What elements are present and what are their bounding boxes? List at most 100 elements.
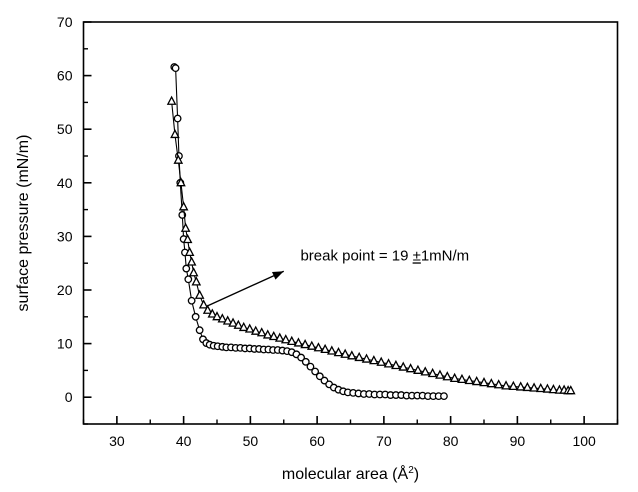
marker-triangle bbox=[383, 358, 394, 368]
x-tick-label: 50 bbox=[243, 433, 259, 449]
marker-triangle bbox=[471, 375, 482, 386]
marker-triangle bbox=[244, 323, 255, 333]
marker-triangle bbox=[320, 343, 330, 354]
marker-triangle bbox=[194, 289, 205, 299]
marker-circle bbox=[191, 312, 200, 321]
tick-labels-group: 30 40 50 60 70 80 90 100 0 10 20 30 40 50 60 70 bbox=[57, 14, 596, 449]
marker-triangle bbox=[212, 311, 222, 321]
marker-triangle bbox=[420, 366, 431, 376]
marker-triangle bbox=[173, 154, 184, 164]
marker-circle bbox=[306, 362, 315, 371]
marker-triangle bbox=[268, 330, 279, 341]
annot-text-before: break point = 19 bbox=[300, 248, 412, 265]
marker-triangle bbox=[166, 95, 177, 105]
marker-triangle bbox=[180, 222, 191, 232]
y-tick-label: 20 bbox=[57, 282, 73, 298]
marker-triangle bbox=[217, 313, 228, 323]
marker-triangle bbox=[313, 342, 324, 352]
x-tick-label: 60 bbox=[309, 433, 325, 449]
marker-triangle bbox=[186, 256, 197, 266]
marker-triangle bbox=[233, 319, 244, 329]
marker-triangle bbox=[286, 335, 297, 346]
marker-triangle bbox=[515, 381, 526, 391]
x-tick-label: 80 bbox=[443, 433, 459, 449]
marker-triangle bbox=[457, 373, 467, 384]
marker-triangle bbox=[548, 384, 559, 394]
y-tick-label: 0 bbox=[65, 389, 73, 405]
marker-triangle bbox=[300, 338, 310, 349]
marker-triangle bbox=[361, 353, 372, 363]
marker-circle bbox=[315, 372, 324, 381]
marker-circle bbox=[171, 64, 180, 72]
x-tick-label: 90 bbox=[510, 433, 526, 449]
x-title-close: ) bbox=[414, 466, 419, 483]
y-tick-label: 70 bbox=[57, 14, 73, 30]
marker-triangle bbox=[405, 363, 416, 373]
marker-triangle bbox=[326, 345, 337, 355]
marker-triangle bbox=[529, 382, 539, 392]
marker-triangle bbox=[280, 334, 291, 344]
marker-triangle bbox=[274, 332, 285, 342]
marker-circle bbox=[182, 264, 191, 273]
marker-triangle bbox=[486, 378, 497, 388]
marker-triangle bbox=[391, 359, 401, 370]
marker-triangle bbox=[508, 380, 519, 391]
marker-triangle bbox=[501, 380, 511, 390]
marker-triangle bbox=[262, 329, 273, 339]
marker-circle bbox=[187, 296, 196, 305]
marker-circle bbox=[440, 392, 448, 401]
data-series-layer bbox=[166, 63, 576, 401]
marker-circle bbox=[195, 326, 204, 335]
marker-triangle bbox=[427, 367, 438, 378]
marker-triangle bbox=[464, 374, 475, 385]
marker-triangle bbox=[542, 383, 553, 393]
marker-triangle bbox=[449, 372, 460, 382]
marker-triangle bbox=[238, 321, 249, 332]
y-tick-label: 40 bbox=[57, 175, 73, 191]
marker-triangle bbox=[202, 304, 213, 314]
marker-triangle bbox=[198, 299, 209, 309]
marker-triangle bbox=[207, 308, 218, 318]
marker-triangle bbox=[176, 177, 186, 187]
marker-triangle bbox=[250, 325, 261, 335]
x-title-base: molecular area (Å bbox=[282, 464, 409, 483]
marker-circle bbox=[301, 357, 310, 366]
marker-triangle bbox=[369, 355, 379, 365]
annotation-layer: break point = 19 ±1mN/m bbox=[206, 248, 469, 307]
marker-triangle bbox=[256, 327, 267, 337]
y-tick-label: 30 bbox=[57, 228, 73, 244]
y-axis-title: surface pressure (mN/m) bbox=[15, 135, 32, 312]
marker-triangle bbox=[479, 377, 489, 387]
marker-circle bbox=[297, 353, 306, 362]
marker-triangle bbox=[293, 337, 304, 347]
y-tick-label: 60 bbox=[57, 68, 73, 84]
marker-triangle bbox=[413, 364, 423, 374]
marker-triangle bbox=[188, 267, 199, 277]
marker-triangle bbox=[435, 369, 445, 379]
marker-triangle bbox=[191, 276, 202, 286]
x-axis-title: molecular area (Å2) bbox=[282, 464, 419, 483]
break-point-arrow-head bbox=[271, 271, 284, 280]
major-ticks-group bbox=[83, 21, 585, 424]
marker-triangle bbox=[184, 246, 195, 257]
marker-triangle bbox=[228, 317, 238, 327]
x-tick-label: 70 bbox=[376, 433, 392, 449]
annot-text-after: 1mN/m bbox=[421, 248, 469, 265]
marker-triangle bbox=[376, 356, 387, 366]
x-tick-label: 40 bbox=[176, 433, 192, 449]
marker-triangle bbox=[442, 371, 453, 381]
marker-triangle bbox=[333, 347, 344, 357]
x-tick-label: 30 bbox=[109, 433, 125, 449]
marker-triangle bbox=[222, 315, 233, 325]
series-circle-isotherm bbox=[170, 63, 448, 401]
break-point-label: break point = 19 ±1mN/m bbox=[300, 248, 469, 265]
marker-circle bbox=[184, 275, 193, 284]
break-point-arrow-line bbox=[206, 270, 285, 307]
x-title-superscript: 2 bbox=[408, 465, 414, 476]
marker-triangle bbox=[565, 385, 576, 395]
marker-triangle bbox=[340, 348, 350, 358]
marker-triangle bbox=[522, 381, 533, 392]
